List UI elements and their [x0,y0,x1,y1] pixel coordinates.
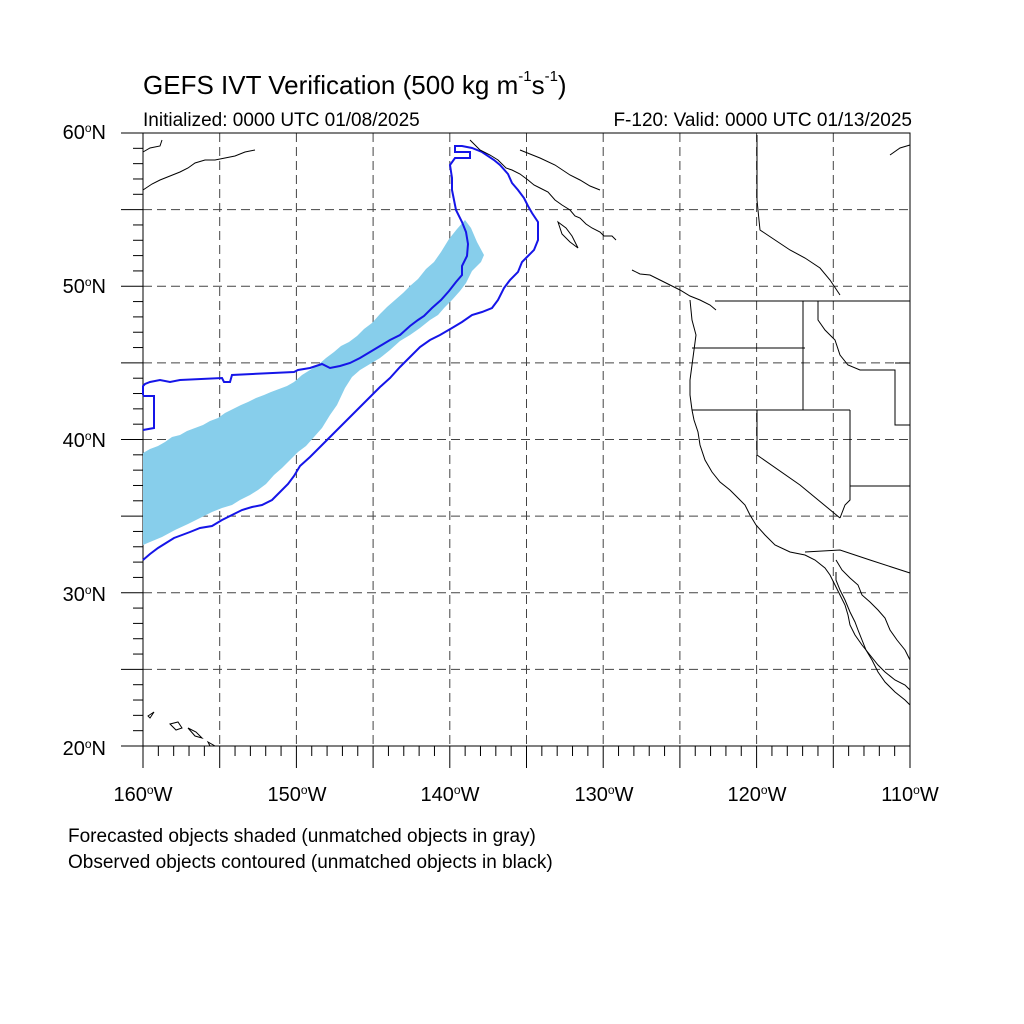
valid-time-label: F-120: Valid: 0000 UTC 01/13/2025 [613,110,912,131]
lat-label-50: 50oN [62,275,106,298]
map-title: GEFS IVT Verification (500 kg m-1s-1) [143,68,567,100]
lat-label-20: 20oN [62,737,106,760]
coastline [142,135,911,747]
legend-forecast-note: Forecasted objects shaded (unmatched obj… [68,826,536,847]
lon-label-130w: 130oW [574,783,634,806]
observed-object-contour-small [142,395,155,431]
lon-label-120w: 120oW [727,783,787,806]
lon-label-150w: 150oW [267,783,327,806]
lon-label-110w: 110oW [881,783,939,806]
lat-label-30: 30oN [62,583,106,606]
lon-label-160w: 160oW [113,783,173,806]
legend-observed-note: Observed objects contoured (unmatched ob… [68,852,553,873]
forecast-object [143,220,484,545]
graticule [121,132,911,768]
political-borders [692,300,911,574]
lat-label-40: 40oN [62,429,106,452]
init-time-label: Initialized: 0000 UTC 01/08/2025 [143,110,420,131]
observed-object-contour [142,145,539,561]
lat-label-60: 60oN [62,121,106,144]
map-frame [142,132,911,747]
lon-label-140w: 140oW [420,783,480,806]
